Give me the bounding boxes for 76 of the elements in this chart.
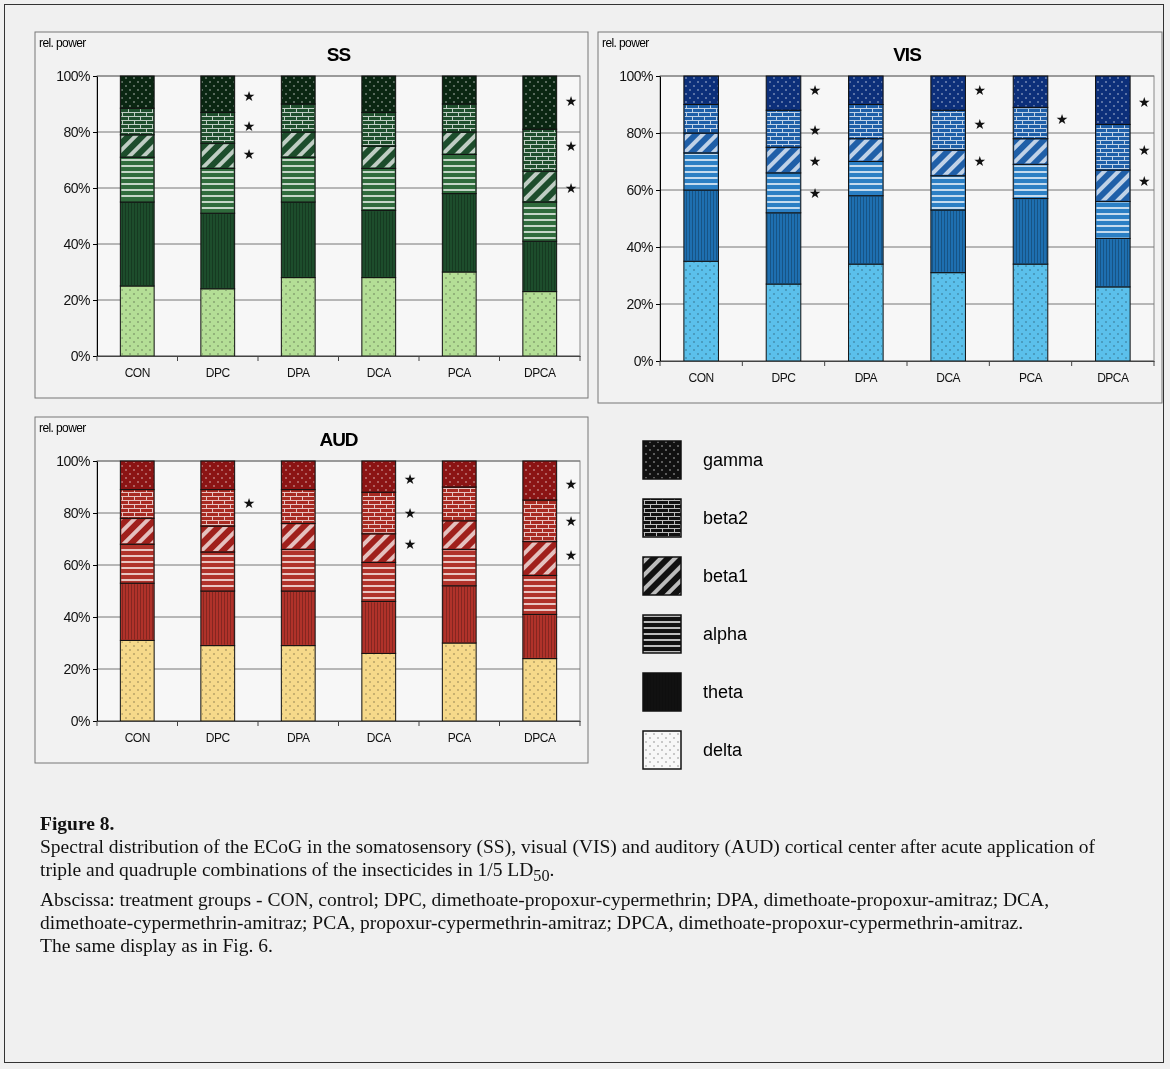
text: alpha xyxy=(703,624,749,645)
text: delta xyxy=(703,740,744,761)
y-tick-label: 100% xyxy=(56,67,91,84)
y-tick-label: 100% xyxy=(56,452,91,469)
x-tick-label: DPA xyxy=(287,730,310,745)
chart-title: VIS xyxy=(893,44,922,65)
x-tick-label: PCA xyxy=(447,365,472,380)
x-tick-label: CON xyxy=(688,370,714,385)
annotation: ★ xyxy=(403,471,417,488)
y-tick-label: 0% xyxy=(70,712,91,729)
annotation: ★ xyxy=(564,137,578,154)
annotation: ★ xyxy=(973,153,987,170)
x-tick-label: PCA xyxy=(447,730,472,745)
annotation: ★ xyxy=(808,82,822,99)
annotation: ★ xyxy=(242,118,256,135)
text: Abscissa: treatment groups - CON, control; DPC, dimethoate-propoxur-cypermethrin; DPA, dimethoate-propoxur-amitraz; DCA, dimethoate-cypermethrin-amitraz; PCA, propoxur-cypermethrin-amitraz; DPCA, dimethoate-propoxur-cypermethrin-amitraz. xyxy=(40,887,1051,934)
y-tick-label: 40% xyxy=(63,608,91,625)
annotation: ★ xyxy=(808,122,822,139)
x-tick-label: DPCA xyxy=(524,730,556,745)
y-tick-label: 0% xyxy=(633,352,654,369)
text: beta1 xyxy=(703,566,749,587)
x-tick-label: DPCA xyxy=(1097,370,1129,385)
x-tick-label: DCA xyxy=(366,730,392,745)
chart-title: AUD xyxy=(319,429,358,450)
x-tick-label: DPC xyxy=(771,370,797,385)
annotation: ★ xyxy=(1138,93,1151,110)
x-tick-label: DPC xyxy=(205,730,231,745)
caption: Figure 8. xyxy=(40,812,116,835)
annotation: ★ xyxy=(242,146,256,163)
text: beta2 xyxy=(703,508,749,529)
annotation: ★ xyxy=(564,179,578,196)
x-tick-label: CON xyxy=(124,730,150,745)
y-tick-label: 0% xyxy=(70,347,91,364)
annotation: ★ xyxy=(564,93,578,110)
y-tick-label: 60% xyxy=(626,181,654,198)
y-tick-label: 80% xyxy=(63,504,91,521)
x-tick-label: DPC xyxy=(205,365,231,380)
y-tick-label: 60% xyxy=(63,556,91,573)
text: Spectral distribution of the ECoG in the somatosensory (SS), visual (VIS) and auditory (AUD) cortical center after acute application of triple and quadruple combinations of the insecticides in 1/5 LD$_{50}$. xyxy=(40,835,1096,887)
annotation: ★ xyxy=(1138,142,1151,158)
annotation: ★ xyxy=(403,504,417,521)
y-tick-label: 20% xyxy=(63,291,91,308)
annotation: ★ xyxy=(242,87,256,104)
y-tick-label: 60% xyxy=(63,179,91,196)
annotation: ★ xyxy=(564,512,578,529)
annotation: ★ xyxy=(1138,173,1151,190)
chart-title: SS xyxy=(326,44,351,65)
y-tick-label: 100% xyxy=(619,67,654,84)
annotation: ★ xyxy=(808,153,822,170)
annotation: ★ xyxy=(808,184,822,201)
x-tick-label: DPA xyxy=(854,370,878,385)
y-tick-label: 20% xyxy=(626,295,654,312)
text: gamma xyxy=(703,450,765,471)
x-tick-label: DPA xyxy=(287,365,310,380)
x-tick-label: PCA xyxy=(1018,370,1043,385)
annotation: ★ xyxy=(973,82,987,99)
y-tick-label: 20% xyxy=(63,660,91,677)
annotation: ★ xyxy=(403,536,417,553)
y-tick-label: 80% xyxy=(63,123,91,140)
y-tick-label: 80% xyxy=(626,124,654,141)
text: The same display as in Fig. 6. xyxy=(40,933,274,957)
x-tick-label: DPCA xyxy=(524,365,556,380)
y-tick-label: 40% xyxy=(63,235,91,252)
y-axis-title: rel. power xyxy=(39,36,87,50)
text: theta xyxy=(703,682,745,703)
x-tick-label: DCA xyxy=(366,365,392,380)
x-tick-label: DCA xyxy=(936,370,961,385)
annotation: ★ xyxy=(973,116,987,133)
annotation: ★ xyxy=(1055,110,1069,127)
y-axis-title: rel. power xyxy=(602,36,650,50)
annotation: ★ xyxy=(564,546,578,563)
annotation: ★ xyxy=(564,476,578,493)
y-tick-label: 40% xyxy=(626,238,654,255)
annotation: ★ xyxy=(242,494,256,511)
x-tick-label: CON xyxy=(124,365,150,380)
y-axis-title: rel. power xyxy=(39,421,87,435)
